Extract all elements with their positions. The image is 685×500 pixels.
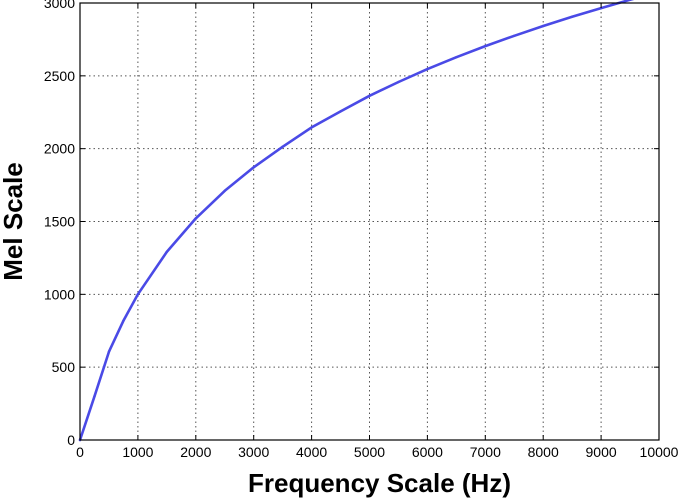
x-tick-label: 8000 bbox=[528, 444, 559, 460]
y-tick-label: 2000 bbox=[44, 141, 75, 157]
x-tick-label: 2000 bbox=[180, 444, 211, 460]
curve-point bbox=[426, 67, 429, 71]
x-tick-label: 0 bbox=[76, 444, 84, 460]
x-tick-label: 7000 bbox=[470, 444, 501, 460]
y-axis-ticks: 0 500 1000 1500 2000 2500 3000 bbox=[44, 0, 659, 448]
x-tick-label: 1000 bbox=[122, 444, 153, 460]
curve-point bbox=[542, 24, 545, 28]
x-tick-label: 4000 bbox=[296, 444, 327, 460]
series-layer bbox=[78, 0, 635, 442]
curve-point bbox=[107, 350, 111, 353]
y-tick-label: 1000 bbox=[44, 286, 75, 302]
curve-point bbox=[136, 293, 140, 296]
curve-point bbox=[165, 250, 168, 254]
curve-point bbox=[570, 15, 574, 18]
x-tick-label: 6000 bbox=[412, 444, 443, 460]
y-tick-label: 3000 bbox=[44, 0, 75, 11]
x-tick-label: 3000 bbox=[238, 444, 269, 460]
curve-point bbox=[310, 126, 313, 129]
grid bbox=[80, 3, 659, 440]
y-tick-label: 0 bbox=[67, 432, 75, 448]
curve-point bbox=[397, 80, 400, 84]
curve-point bbox=[93, 395, 96, 398]
curve-point bbox=[628, 0, 632, 1]
curve-point bbox=[368, 94, 371, 98]
curve-point bbox=[122, 319, 125, 322]
y-tick-label: 1500 bbox=[44, 214, 75, 230]
x-tick-label: 9000 bbox=[586, 444, 617, 460]
y-tick-label: 500 bbox=[52, 359, 76, 375]
curve-point bbox=[513, 34, 516, 37]
curve-point bbox=[281, 145, 284, 148]
x-axis-ticks: 0 1000 2000 3000 4000 5000 6000 7000 8000 9000 100… bbox=[76, 3, 679, 460]
y-tick-label: 2500 bbox=[44, 68, 75, 84]
curve-point bbox=[252, 166, 255, 169]
x-tick-label: 10000 bbox=[640, 444, 679, 460]
curve-point bbox=[194, 217, 197, 220]
curve-point bbox=[455, 56, 458, 59]
curve-point bbox=[339, 110, 342, 113]
x-tick-label: 5000 bbox=[354, 444, 385, 460]
curve-point bbox=[223, 189, 226, 192]
y-axis-label: Mel Scale bbox=[0, 162, 28, 281]
mel-curve-line bbox=[78, 0, 635, 442]
curve-point bbox=[484, 44, 487, 48]
x-axis-label: Frequency Scale (Hz) bbox=[248, 468, 511, 498]
curve-point bbox=[599, 6, 603, 10]
